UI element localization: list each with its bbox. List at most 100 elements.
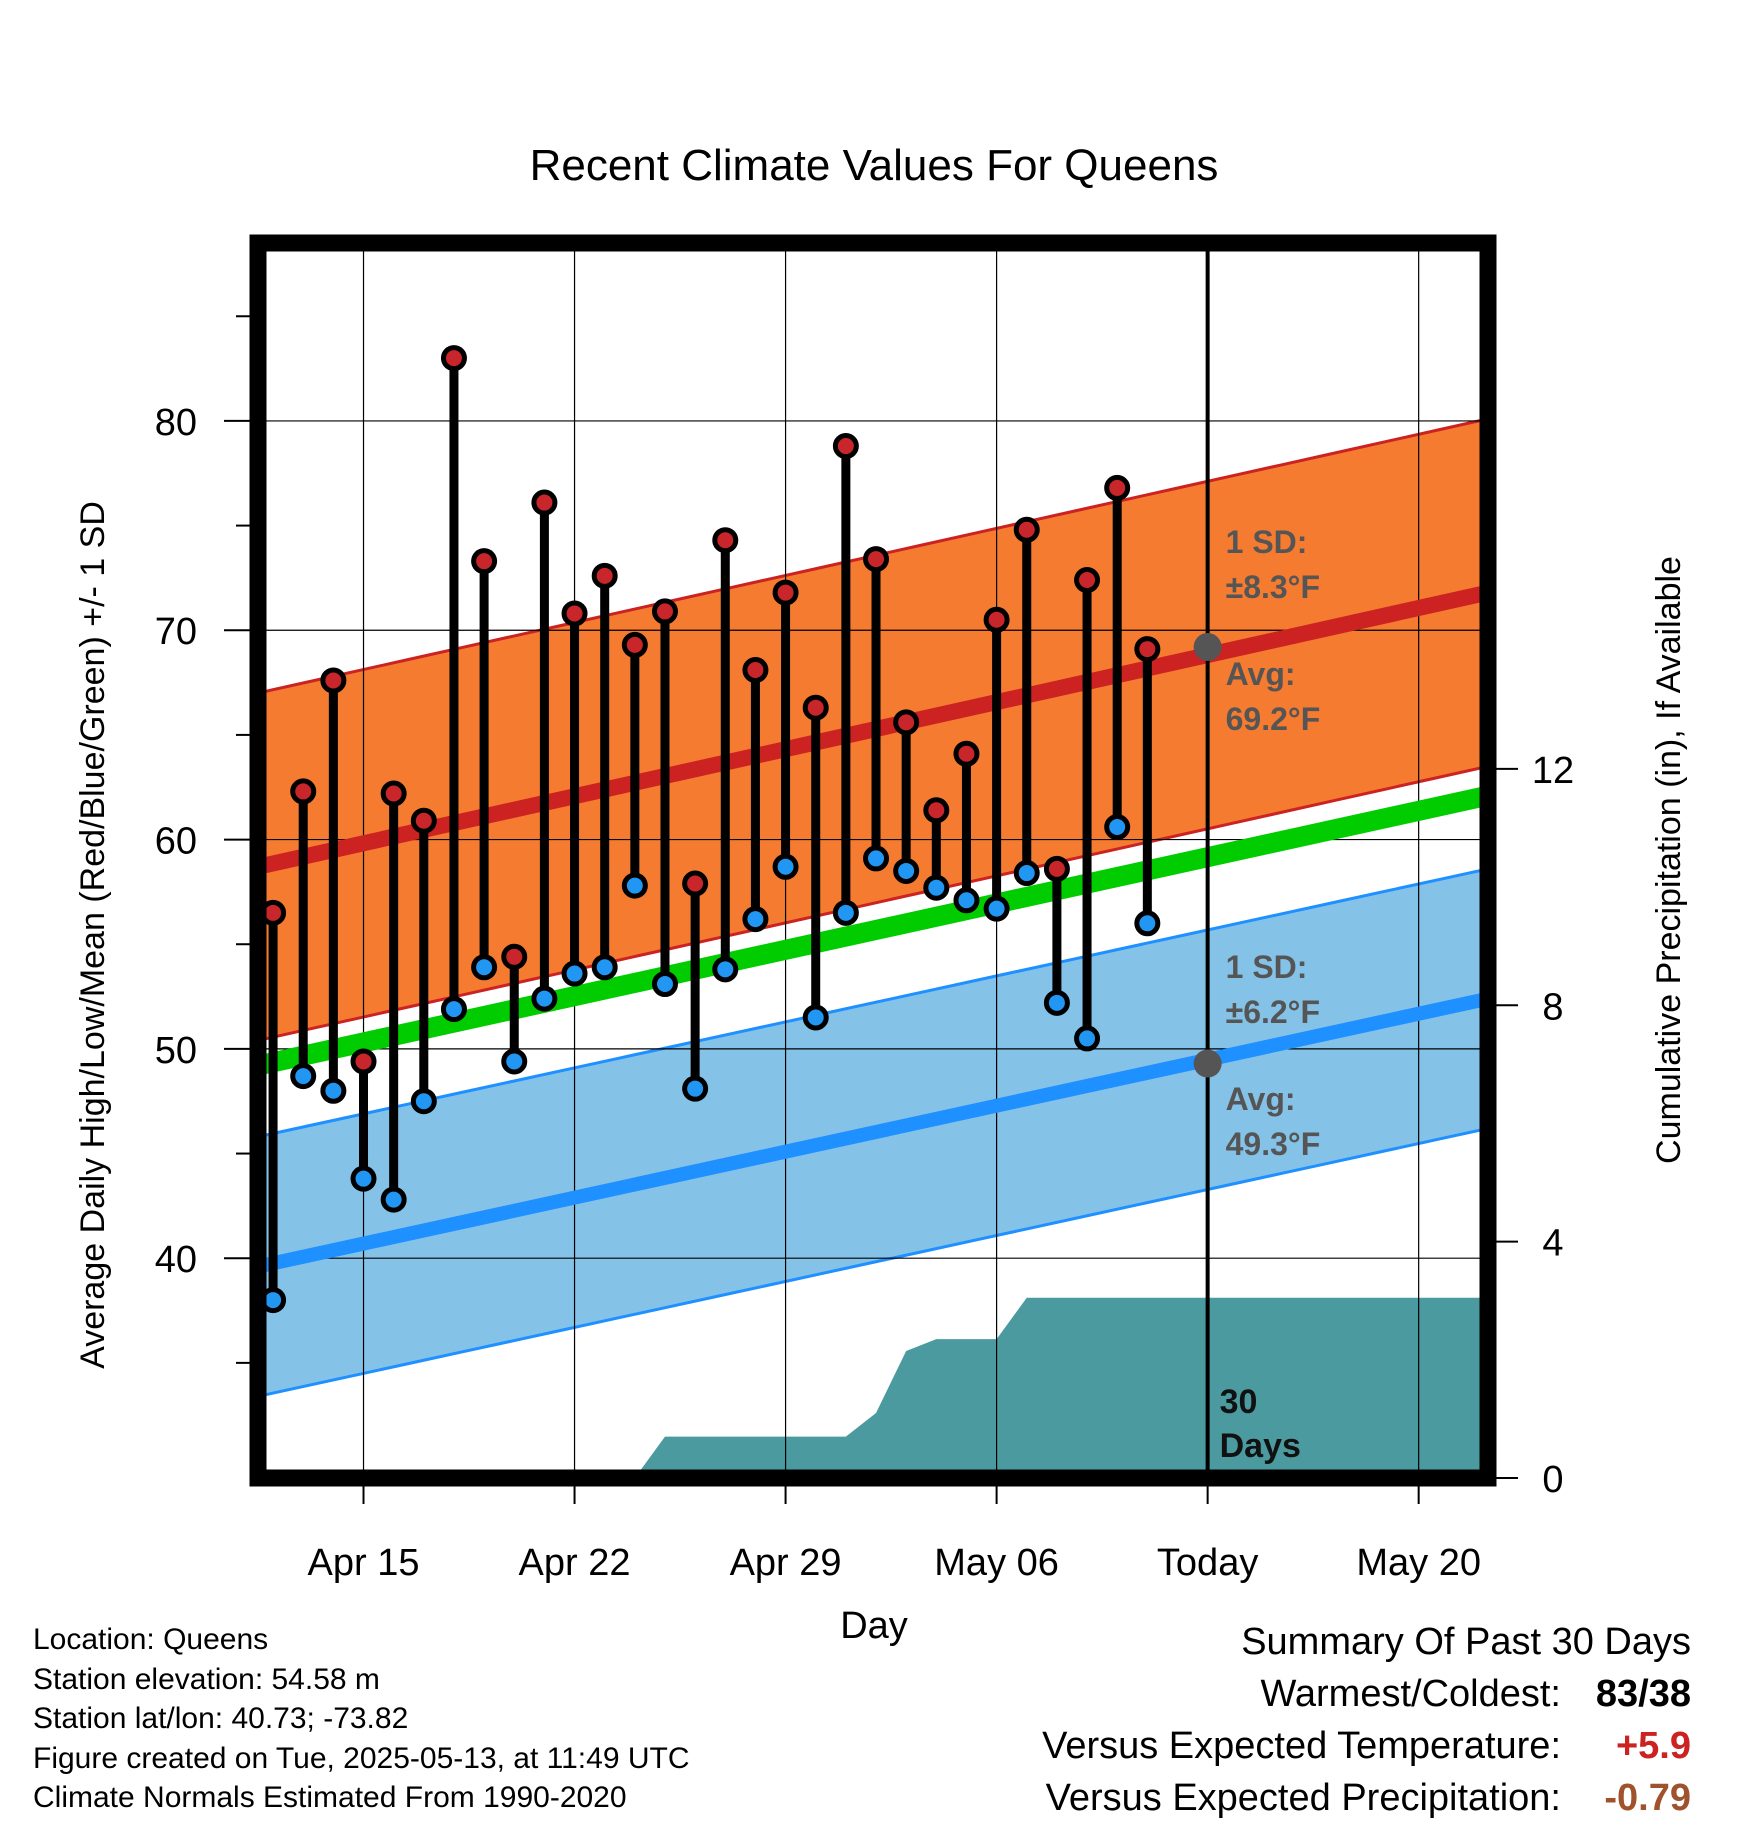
daily-low-point xyxy=(1104,814,1131,841)
daily-high-point xyxy=(440,345,467,372)
plot-area: 1 SD: ±8.3°F Avg: 69.2°F 1 SD: ±6.2°F Avg: 49.3… xyxy=(155,234,1574,1584)
daily-high-point xyxy=(1134,636,1161,663)
x-axis-label: Day xyxy=(840,1605,908,1647)
daily-low-point xyxy=(893,857,920,884)
daily-low-point xyxy=(832,899,859,926)
daily-low-point xyxy=(863,845,890,872)
created-text: Figure created on Tue, 2025-05-13, at 11… xyxy=(33,1741,690,1775)
summary-warmest-row: Warmest/Coldest: 83/38 xyxy=(1042,1668,1691,1720)
today-low-avg-marker xyxy=(1193,1049,1222,1078)
y-tick-label: 80 xyxy=(155,402,197,444)
daily-low-point xyxy=(802,1004,829,1031)
low-avg-value: 49.3°F xyxy=(1226,1126,1321,1162)
daily-high-point xyxy=(923,797,950,824)
daily-high-point xyxy=(802,694,829,721)
daily-low-point xyxy=(410,1088,437,1115)
daily-low-point xyxy=(712,956,739,983)
x-tick-label: Apr 15 xyxy=(308,1542,420,1584)
high-avg-value: 69.2°F xyxy=(1226,701,1321,737)
summary-precip-row: Versus Expected Precipitation: -0.79 xyxy=(1042,1772,1691,1824)
daily-high-point xyxy=(953,740,980,767)
temp-value: +5.9 xyxy=(1615,1725,1691,1767)
plot-inner: 1 SD: ±8.3°F Avg: 69.2°F 1 SD: ±6.2°F Avg: 49.3… xyxy=(258,243,1488,1478)
station-info: Location: Queens Station elevation: 54.5… xyxy=(33,1620,690,1818)
normals-text: Climate Normals Estimated From 1990-2020 xyxy=(33,1781,627,1814)
y2-tick-label: 8 xyxy=(1542,986,1563,1028)
normal-low-line xyxy=(258,991,1488,1274)
daily-low-point xyxy=(501,1048,528,1075)
daily-low-point xyxy=(621,872,648,899)
daily-low-point xyxy=(471,954,498,981)
x-tick-label: Today xyxy=(1157,1542,1258,1584)
low-sd-label: 1 SD: xyxy=(1226,949,1308,985)
elevation-text: Station elevation: 54.58 m xyxy=(33,1662,380,1696)
daily-low-point xyxy=(742,906,769,933)
plot-frame xyxy=(249,234,1497,1487)
y-tick-label: 60 xyxy=(155,821,197,863)
daily-high-point xyxy=(350,1048,377,1075)
daily-low-point xyxy=(380,1186,407,1213)
high-sd-label: 1 SD: xyxy=(1226,524,1308,560)
daily-high-point xyxy=(863,546,890,573)
daily-high-point xyxy=(531,489,558,516)
daily-low-point xyxy=(651,971,678,997)
low-sd-value: ±6.2°F xyxy=(1226,994,1320,1030)
precip-area xyxy=(634,1297,1488,1478)
y-tick-label: 40 xyxy=(155,1239,197,1281)
daily-high-point xyxy=(1104,474,1131,501)
daily-high-point xyxy=(772,579,799,606)
daily-high-point xyxy=(471,548,498,575)
summary-temp-row: Versus Expected Temperature: +5.9 xyxy=(1042,1720,1691,1772)
daily-high-point xyxy=(591,562,618,589)
daily-high-point xyxy=(410,807,437,834)
daily-high-point xyxy=(712,527,739,554)
daily-high-point xyxy=(1074,567,1101,594)
summary-header: Summary Of Past 30 Days xyxy=(1241,1621,1691,1663)
daily-high-point xyxy=(501,943,528,970)
daily-high-point xyxy=(1043,855,1070,882)
daily-low-point xyxy=(320,1077,347,1104)
daily-low-point xyxy=(1074,1025,1101,1052)
daily-high-point xyxy=(380,780,407,807)
daily-high-point xyxy=(983,606,1010,633)
daily-low-point xyxy=(561,960,588,987)
daily-low-point xyxy=(923,874,950,901)
location-text: Location: Queens xyxy=(33,1623,269,1656)
summary-panel: Summary Of Past 30 Days Warmest/Coldest:… xyxy=(1042,1616,1691,1824)
normal-mean-line xyxy=(258,785,1488,1076)
daily-low-point xyxy=(440,996,467,1023)
daily-low-point xyxy=(591,954,618,981)
y2-tick-label: 12 xyxy=(1532,750,1574,792)
daily-high-point xyxy=(893,709,920,736)
daily-low-point xyxy=(1043,989,1070,1016)
high-avg-label: Avg: xyxy=(1226,656,1296,692)
chart-title: Recent Climate Values For Queens xyxy=(530,141,1219,190)
daily-low-point xyxy=(290,1063,317,1090)
daily-high-point xyxy=(320,667,347,694)
daily-high-point xyxy=(651,598,678,625)
daily-high-point xyxy=(1013,516,1040,543)
warmest-label: Warmest/Coldest: xyxy=(1260,1673,1561,1715)
daily-low-point xyxy=(772,853,799,880)
y2-axis-label: Cumulative Precipitation (in), If Availa… xyxy=(1650,556,1688,1164)
days-count-label: 30 xyxy=(1220,1383,1258,1421)
today-high-avg-marker xyxy=(1193,632,1222,661)
daily-low-point xyxy=(1013,860,1040,887)
y2-tick-label: 0 xyxy=(1542,1459,1563,1501)
y-axis-label: Average Daily High/Low/Mean (Red/Blue/Gr… xyxy=(74,501,112,1369)
x-tick-label: May 20 xyxy=(1356,1542,1481,1584)
daily-low-point xyxy=(350,1165,377,1192)
daily-high-point xyxy=(832,433,859,460)
days-unit-label: Days xyxy=(1220,1427,1301,1465)
x-tick-label: May 06 xyxy=(934,1542,1059,1584)
daily-high-point xyxy=(561,600,588,627)
x-tick-label: Apr 22 xyxy=(519,1542,631,1584)
y2-tick-label: 4 xyxy=(1542,1223,1563,1265)
daily-high-point xyxy=(742,657,769,684)
low-avg-label: Avg: xyxy=(1226,1081,1296,1117)
daily-low-point xyxy=(983,895,1010,922)
daily-high-point xyxy=(621,631,648,658)
daily-low-point xyxy=(1134,910,1161,937)
y-tick-label: 50 xyxy=(155,1030,197,1072)
